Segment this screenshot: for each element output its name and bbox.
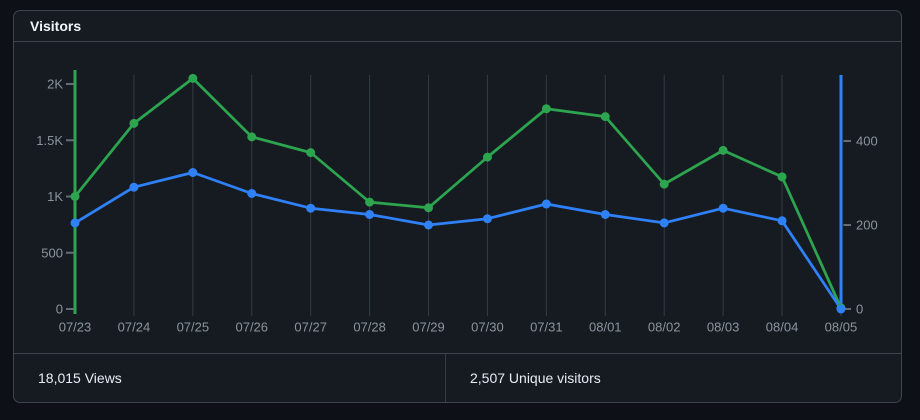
unique-visitors-point[interactable] [188, 168, 198, 177]
left-axis-label: 500 [41, 245, 63, 260]
right-axis-label: 400 [856, 134, 878, 149]
x-tick-label: 07/27 [294, 320, 327, 335]
x-tick-label: 07/28 [353, 320, 386, 335]
x-tick-label: 07/26 [235, 320, 268, 335]
unique-visitors-point[interactable] [424, 220, 434, 230]
unique-visitors-point[interactable] [365, 210, 375, 219]
left-axis-label: 0 [56, 302, 63, 317]
x-tick-label: 08/04 [766, 320, 799, 335]
unique-visitors-total: 2,507 Unique visitors [470, 370, 601, 386]
views-point[interactable] [365, 197, 375, 207]
unique-visitors-point[interactable] [247, 189, 257, 198]
unique-visitors-total-cell: 2,507 Unique visitors [445, 354, 901, 402]
unique-visitors-point[interactable] [600, 210, 610, 219]
unique-visitors-point[interactable] [777, 216, 787, 226]
views-point[interactable] [718, 145, 728, 155]
views-point[interactable] [600, 112, 610, 122]
right-axis-label: 200 [856, 218, 878, 233]
views-point[interactable] [541, 104, 551, 114]
views-line [73, 77, 843, 310]
unique-visitors-point[interactable] [70, 218, 80, 228]
x-tick-label: 08/05 [825, 320, 858, 335]
unique-visitors-point[interactable] [541, 199, 551, 209]
x-tick-label: 07/23 [59, 320, 92, 335]
x-tick-label: 07/25 [177, 320, 210, 335]
views-total: 18,015 Views [38, 370, 122, 386]
views-point[interactable] [659, 179, 669, 189]
x-tick-label: 08/01 [589, 320, 622, 335]
card-footer: 18,015 Views 2,507 Unique visitors [14, 353, 901, 402]
visitors-chart: 07/23 07/24 07/25 07/26 07/27 07/28 07/29 07/30… [36, 70, 878, 335]
unique-visitors-point[interactable] [718, 203, 728, 213]
x-tick-label: 07/29 [412, 320, 445, 335]
x-tick-label: 07/30 [471, 320, 504, 335]
right-axis-label: 0 [856, 302, 863, 317]
x-tick-label: 07/31 [530, 320, 563, 335]
views-point[interactable] [247, 132, 257, 142]
unique-visitors-point[interactable] [129, 182, 139, 192]
views-point[interactable] [306, 148, 316, 158]
unique-visitors-point[interactable] [306, 203, 316, 213]
x-tick-label: 08/02 [648, 320, 681, 335]
card-header: Visitors [14, 11, 901, 42]
views-point[interactable] [424, 203, 434, 213]
views-point[interactable] [482, 152, 492, 162]
unique-visitors-point[interactable] [659, 218, 669, 228]
views-point[interactable] [70, 192, 80, 201]
visitors-card: Visitors 07/23 07/24 07/25 07/26 07/27 07/28 0… [13, 10, 902, 403]
views-total-cell: 18,015 Views [14, 354, 445, 402]
left-axis-label: 1.5K [36, 133, 63, 148]
left-axis-label: 2K [47, 77, 63, 92]
left-axis-label: 1K [47, 189, 63, 204]
views-point[interactable] [777, 172, 787, 182]
x-tick-label: 08/03 [707, 320, 740, 335]
unique-visitors-point[interactable] [836, 304, 846, 314]
views-point[interactable] [188, 73, 198, 83]
chart-area: 07/23 07/24 07/25 07/26 07/27 07/28 07/29 07/30… [14, 42, 901, 353]
page-title: Visitors [30, 18, 82, 34]
unique-visitors-line [73, 171, 843, 311]
views-point[interactable] [129, 118, 139, 128]
x-tick-label: 07/24 [118, 320, 151, 335]
unique-visitors-point[interactable] [482, 214, 492, 224]
